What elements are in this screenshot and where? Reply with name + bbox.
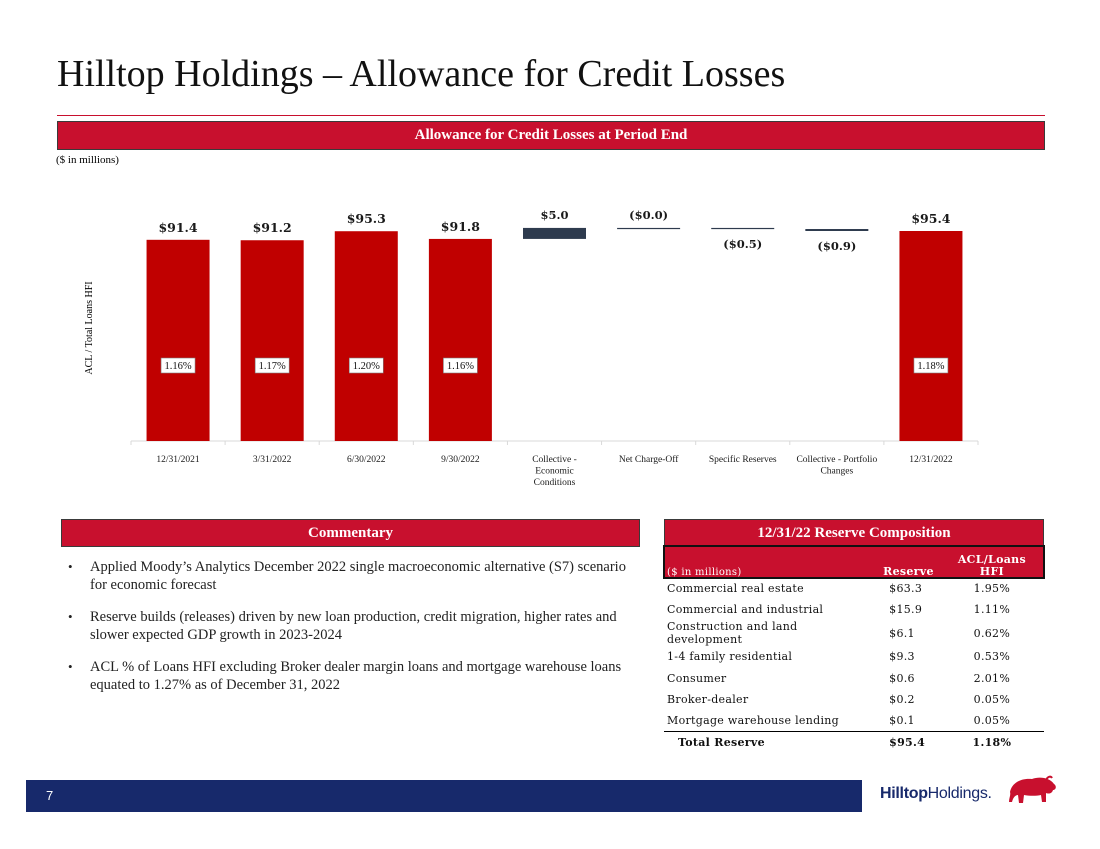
value-label: ($0.9) xyxy=(817,239,856,253)
bar-Specific Reserves xyxy=(711,227,775,230)
bar-3/31/2022 xyxy=(240,240,304,441)
page-title: Hilltop Holdings – Allowance for Credit … xyxy=(57,53,786,95)
table-row: Consumer $0.6 2.01% xyxy=(664,668,1044,689)
segment-ratio: 2.01% xyxy=(973,671,1011,685)
commentary-bullet: Applied Moody’s Analytics December 2022 … xyxy=(68,558,628,594)
ratio-label-box xyxy=(160,357,196,374)
table-row: Mortgage warehouse lending $0.1 0.05% xyxy=(664,710,1044,732)
total-reserve: $95.4 xyxy=(879,731,940,754)
ratio-label: 1.16% xyxy=(447,361,474,372)
segment-reserve: $6.1 xyxy=(889,626,915,640)
logo-strong: Hilltop xyxy=(880,785,928,802)
bar-9/30/2022 xyxy=(428,238,492,441)
segment-name: Commercial and industrial xyxy=(667,603,824,617)
bar-12/31/2022 xyxy=(899,231,963,441)
composition-banner: 12/31/22 Reserve Composition xyxy=(664,519,1044,547)
category-label: 6/30/2022 xyxy=(347,455,386,465)
ratio-label-box xyxy=(254,357,290,374)
total-label: Total Reserve xyxy=(664,731,880,754)
ratio-label: 1.18% xyxy=(917,361,944,372)
bar-Collective - Economic Conditions xyxy=(523,227,586,239)
value-label: ($0.0) xyxy=(629,208,668,222)
commentary-list: Applied Moody’s Analytics December 2022 … xyxy=(68,558,628,708)
table-row: Commercial and industrial $15.9 1.11% xyxy=(664,599,1044,620)
ratio-label: 1.20% xyxy=(353,361,380,372)
segment-name: 1-4 family residential xyxy=(667,650,793,664)
bar-6/30/2022 xyxy=(334,231,398,441)
ratio-label-box xyxy=(913,357,949,374)
total-row: Total Reserve $95.4 1.18% xyxy=(664,731,1044,754)
category-label: Collective - Portfolio xyxy=(796,454,877,465)
ratio-label-box xyxy=(443,357,478,374)
value-label: $95.3 xyxy=(347,211,386,226)
segment-name: Broker-dealer xyxy=(667,692,749,706)
segment-reserve: $15.9 xyxy=(889,603,923,617)
header-acl-ratio: ACL/Loans HFI xyxy=(939,546,1044,578)
segment-name: Mortgage warehouse lending xyxy=(667,714,839,728)
segment-reserve: $0.2 xyxy=(889,692,915,706)
value-label: $91.4 xyxy=(158,220,197,235)
bison-logo-icon xyxy=(1009,775,1056,803)
page-number: 7 xyxy=(46,788,54,803)
category-label: 12/31/2022 xyxy=(909,455,953,465)
category-label: Conditions xyxy=(534,478,576,488)
segment-reserve: $63.3 xyxy=(889,582,923,596)
table-row: Commercial real estate $63.3 1.95% xyxy=(664,578,1044,599)
y-axis-label: ACL / Total Loans HFI xyxy=(84,281,95,374)
segment-ratio: 0.62% xyxy=(973,626,1011,640)
category-label: Net Charge-Off xyxy=(619,454,679,465)
value-label: $91.8 xyxy=(441,219,480,234)
segment-ratio: 0.05% xyxy=(973,692,1011,706)
title-divider xyxy=(57,115,1045,116)
acl-waterfall-chart: ACL / Total Loans HFI $91.4 1.16% 12/31/202… xyxy=(84,208,979,488)
category-label: Specific Reserves xyxy=(709,454,777,465)
value-label: $5.0 xyxy=(540,208,568,222)
category-label: Collective - xyxy=(532,455,577,465)
footer-bar xyxy=(26,780,862,812)
category-label: Changes xyxy=(820,467,853,477)
commentary-bullet: Reserve builds (releases) driven by new … xyxy=(68,608,628,644)
logo-rest: Holdings xyxy=(927,785,988,802)
table-header-row: ($ in millions) Reserve ACL/Loans HFI xyxy=(663,545,1045,579)
ratio-label: 1.16% xyxy=(164,361,191,372)
value-label: ($0.5) xyxy=(723,237,762,251)
header-reserve: Reserve xyxy=(879,546,940,578)
total-ratio: 1.18% xyxy=(939,731,1044,754)
commentary-banner: Commentary xyxy=(61,519,640,547)
chart-banner: Allowance for Credit Losses at Period En… xyxy=(57,121,1045,150)
segment-name: Commercial real estate xyxy=(667,582,804,596)
segment-name: Consumer xyxy=(667,671,727,685)
table-row: Broker-dealer $0.2 0.05% xyxy=(664,689,1044,710)
category-label: Economic xyxy=(535,467,574,477)
category-label: 9/30/2022 xyxy=(441,455,480,465)
units-note: ($ in millions) xyxy=(56,154,119,166)
ratio-label-box xyxy=(348,357,384,374)
category-label: 12/31/2021 xyxy=(156,455,200,465)
logo-mark: . xyxy=(987,785,992,802)
category-label: 3/31/2022 xyxy=(253,455,292,465)
commentary-bullet: ACL % of Loans HFI excluding Broker deal… xyxy=(68,658,628,694)
table-row: Construction and land development $6.1 0… xyxy=(664,620,1044,646)
segment-reserve: $0.6 xyxy=(889,671,915,685)
company-logo: HilltopHoldings. xyxy=(880,785,992,803)
segment-ratio: 1.95% xyxy=(973,582,1011,596)
bar-Collective - Portfolio Changes xyxy=(805,229,869,231)
segment-name: Construction and land development xyxy=(667,620,798,647)
bar-Net Charge-Off xyxy=(617,227,681,230)
segment-reserve: $0.1 xyxy=(889,714,915,728)
ratio-label: 1.17% xyxy=(259,361,286,372)
segment-reserve: $9.3 xyxy=(889,650,915,664)
value-label: $91.2 xyxy=(253,220,292,235)
value-label: $95.4 xyxy=(911,211,950,226)
segment-ratio: 0.05% xyxy=(973,714,1011,728)
reserve-composition-table: ($ in millions) Reserve ACL/Loans HFI Co… xyxy=(663,545,1045,754)
segment-ratio: 1.11% xyxy=(973,603,1011,617)
segment-ratio: 0.53% xyxy=(973,650,1011,664)
header-units: ($ in millions) xyxy=(664,546,880,578)
table-row: 1-4 family residential $9.3 0.53% xyxy=(664,646,1044,667)
bar-12/31/2021 xyxy=(146,239,210,441)
